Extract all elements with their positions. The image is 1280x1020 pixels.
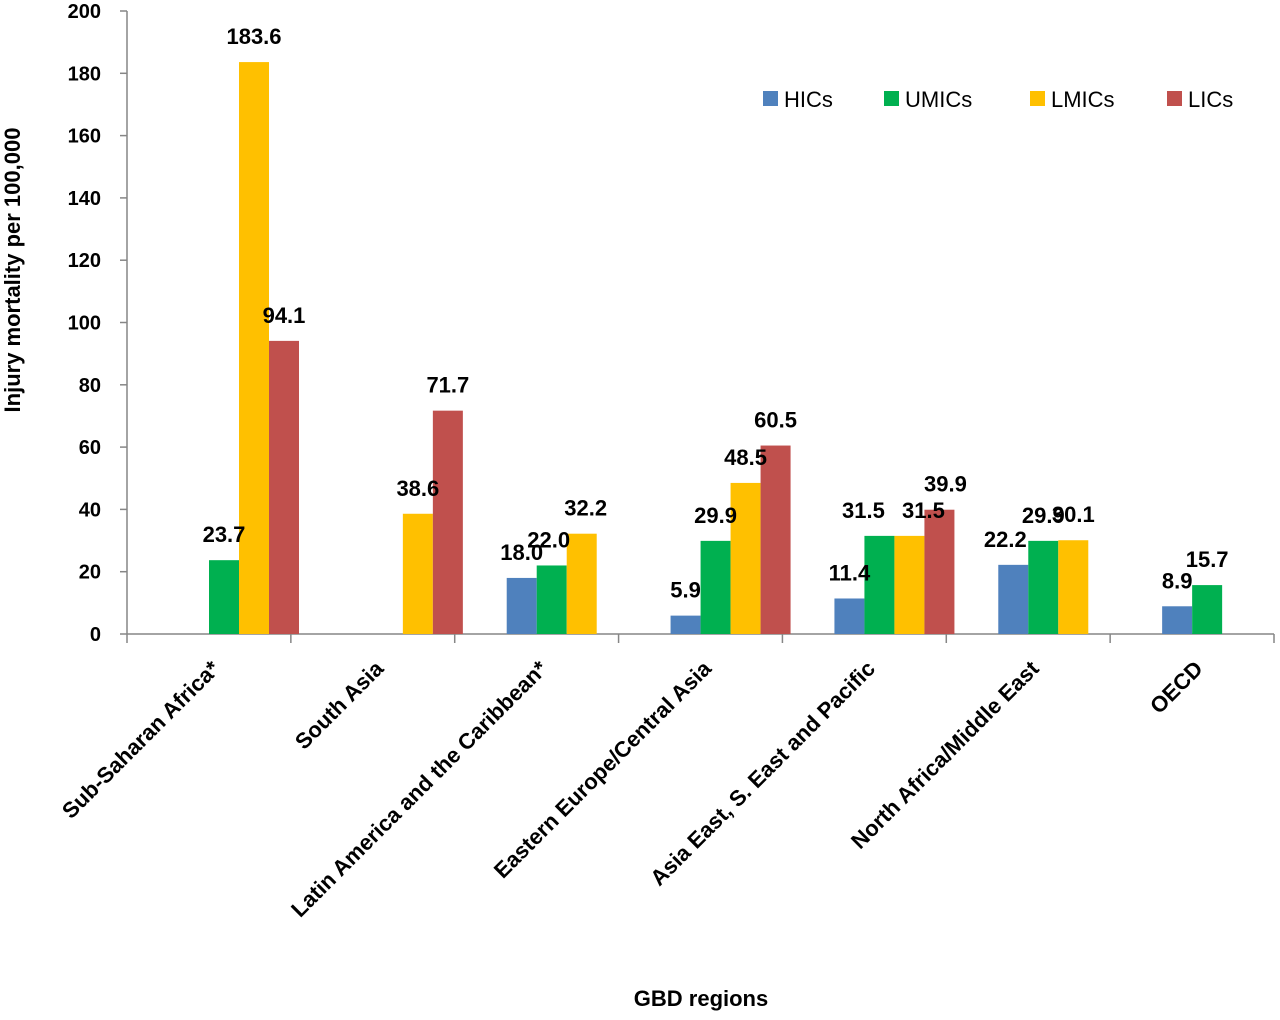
y-tick-label: 80: [79, 375, 101, 397]
y-tick-label: 140: [68, 188, 101, 210]
bar-lics: [760, 445, 791, 634]
legend-label-hics: HICs: [784, 87, 833, 112]
bar-lmics: [566, 533, 597, 634]
bar-umics: [864, 535, 895, 634]
bar-lics: [924, 509, 955, 634]
bar-hics: [998, 564, 1029, 634]
y-axis-title: Injury mortality per 100,000: [0, 128, 25, 413]
legend-label-lics: LICs: [1188, 87, 1233, 112]
y-tick-label: 100: [68, 313, 101, 335]
x-category-label: Sub-Saharan Africa*: [57, 656, 225, 824]
legend-swatch-lmics: [1030, 91, 1045, 106]
y-tick-label: 200: [68, 1, 101, 23]
legend-swatch-umics: [884, 91, 899, 106]
y-tick-label: 20: [79, 562, 101, 584]
bar-hics: [834, 598, 865, 634]
bar-value-label: 29.9: [1022, 503, 1065, 528]
bar-value-label: 8.9: [1162, 568, 1193, 593]
x-category-label: Latin America and the Caribbean*: [286, 656, 552, 922]
y-tick-label: 160: [68, 126, 101, 148]
bar-lmics: [239, 62, 269, 634]
bar-value-label: 18.0: [500, 540, 543, 565]
bar-value-label: 29.9: [694, 503, 737, 528]
x-axis-title: GBD regions: [634, 986, 768, 1011]
bar-lmics: [1058, 540, 1089, 634]
bar-umics: [1192, 585, 1223, 634]
bar-lmics: [402, 513, 433, 634]
bars: [209, 62, 1223, 634]
bar-value-label: 5.9: [670, 578, 701, 603]
bar-value-label: 22.2: [984, 527, 1027, 552]
bar-value-label: 60.5: [754, 408, 797, 433]
bar-lmics: [894, 535, 925, 634]
y-tick-label: 180: [68, 63, 101, 85]
bar-value-label: 38.6: [396, 476, 439, 501]
bar-hics: [1162, 606, 1193, 634]
bar-value-label: 39.9: [924, 472, 967, 497]
bar-umics: [700, 540, 731, 634]
legend-label-lmics: LMICs: [1051, 87, 1115, 112]
bar-hics: [506, 577, 537, 634]
y-tick-label: 40: [79, 499, 101, 521]
bar-lics: [432, 410, 463, 634]
bar-value-label: 94.1: [263, 303, 306, 328]
y-tick-label: 0: [90, 624, 101, 646]
bar-value-label: 48.5: [724, 445, 767, 470]
bar-value-label: 31.5: [902, 498, 945, 523]
bar-value-label: 32.2: [564, 496, 607, 521]
bar-hics: [670, 615, 701, 634]
legend-swatch-lics: [1167, 91, 1182, 106]
bar-umics: [1028, 540, 1059, 634]
bar-value-label: 15.7: [1186, 547, 1229, 572]
bar-value-label: 23.7: [203, 522, 246, 547]
y-tick-label: 120: [68, 250, 101, 272]
bar-value-label: 183.6: [226, 24, 281, 49]
x-category-label: North Africa/Middle East: [846, 655, 1044, 853]
y-tick-label: 60: [79, 437, 101, 459]
bar-lmics: [730, 482, 761, 634]
bar-value-label: 11.4: [829, 560, 871, 585]
bar-umics: [209, 560, 239, 634]
legend-swatch-hics: [763, 91, 778, 106]
bar-umics: [536, 565, 567, 634]
legend: HICs UMICs LMICs LICs: [763, 87, 1233, 112]
bar-value-label: 71.7: [426, 373, 469, 398]
data-labels: 18.0 5.9 11.4 22.2 8.9 23.7 22.0 29.9 31.5 29.9 15…: [203, 24, 1229, 603]
x-category-label: South Asia: [290, 655, 389, 754]
x-category-label: OECD: [1145, 656, 1208, 719]
legend-label-umics: UMICs: [905, 87, 972, 112]
bar-value-label: 30.1: [1052, 502, 1095, 527]
bar-lics: [269, 340, 299, 634]
bar-value-label: 31.5: [842, 498, 885, 523]
bar-value-label: 22.0: [527, 527, 570, 552]
